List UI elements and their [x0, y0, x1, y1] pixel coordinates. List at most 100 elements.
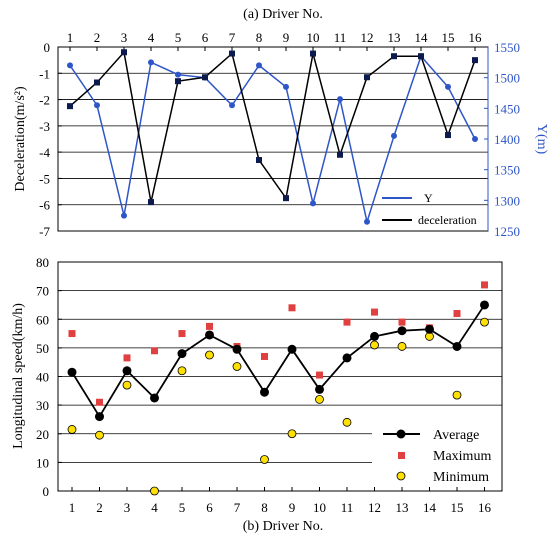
chart-b-point-maximum [453, 310, 461, 318]
chart-b-y-tick-label: 50 [36, 341, 49, 356]
chart-b-point-minimum [260, 455, 269, 464]
chart-a-point-deceleration [472, 57, 478, 64]
chart-b-point-minimum [397, 342, 407, 351]
chart-a: (a) Driver No. 1 2 3 4 5 6 7 8 9 10 11 12 13 14 15 16 0… [13, 7, 549, 239]
legend-minimum-marker [396, 471, 406, 481]
chart-a-x-tick-label: 13 [388, 30, 401, 45]
chart-b-x-tick-label: 11 [341, 500, 354, 515]
chart-b-x-tick-label: 15 [451, 500, 464, 515]
chart-b-x-tick-label: 6 [206, 500, 213, 515]
chart-a-point-y [94, 102, 100, 109]
chart-a-right-tick-label: 1550 [494, 40, 520, 55]
chart-b-y-tick-label: 30 [36, 398, 49, 413]
chart-a-title: (a) Driver No. [243, 7, 323, 22]
chart-a-x-tick-label: 5 [175, 30, 182, 45]
chart-b-x-tick-label: 7 [234, 500, 241, 515]
chart-a-series-line-deceleration [69, 50, 476, 203]
chart-b-point-maximum [398, 318, 406, 326]
chart-a-point-y [283, 83, 289, 90]
legend-y-label: Y [424, 191, 433, 205]
chart-a-point-deceleration [121, 49, 127, 56]
chart-b-y-ticks: 0 10 20 30 40 50 60 70 80 [36, 255, 62, 499]
chart-b-average-line [71, 304, 486, 419]
chart-a-point-deceleration [445, 132, 451, 139]
chart-a-point-deceleration [391, 53, 397, 60]
chart-b-x-tick-label: 9 [289, 500, 296, 515]
chart-b-point-average [260, 387, 269, 397]
chart-b-y-tick-label: 20 [36, 427, 49, 442]
chart-b-point-minimum [205, 350, 214, 360]
chart-b-x-ticks: 1 2 3 4 5 6 7 8 9 10 11 12 13 14 15 16 [69, 487, 492, 515]
chart-a-point-y [67, 62, 73, 69]
chart-b-point-average [480, 300, 489, 310]
chart-b-point-minimum [177, 366, 187, 376]
chart-b-point-minimum [232, 362, 242, 371]
chart-a-left-tick-label: -4 [39, 145, 50, 160]
chart-b-x-tick-label: 10 [313, 500, 326, 515]
chart-a-x-tick-label: 2 [94, 30, 101, 45]
chart-b-y-tick-label: 70 [36, 284, 49, 299]
chart-b-point-maximum [371, 308, 378, 316]
chart-b-point-maximum [178, 330, 186, 338]
chart-a-point-deceleration [418, 53, 424, 60]
chart-a-left-tick-label: 0 [44, 40, 51, 55]
chart-b-y-tick-label: 0 [43, 484, 50, 499]
chart-a-right-tick-label: 1400 [494, 132, 520, 147]
chart-a-x-tick-label: 3 [121, 30, 128, 45]
chart-a-right-axis-label: Y(m) [534, 124, 549, 155]
chart-b-point-average [95, 412, 104, 422]
legend-maximum-label: Maximum [433, 449, 491, 464]
chart-a-point-y [310, 200, 316, 207]
chart-b-x-tick-label: 13 [396, 500, 409, 515]
chart-a-point-deceleration [175, 78, 181, 85]
chart-b-point-average [287, 344, 297, 354]
chart-a-point-y [364, 218, 370, 225]
chart-a-point-deceleration [229, 50, 235, 57]
chart-a-left-tick-label: -1 [39, 66, 50, 81]
chart-b-point-maximum [68, 330, 76, 338]
chart-b-point-maximum [261, 352, 268, 360]
chart-b-series [67, 281, 489, 496]
chart-b-x-tick-label: 4 [151, 500, 158, 515]
chart-a-point-y [121, 212, 127, 219]
chart-a-left-tick-label: -7 [39, 224, 50, 239]
chart-b-x-tick-label: 5 [179, 500, 186, 515]
chart-a-point-y [175, 71, 181, 78]
chart-a-right-tick-label: 1350 [494, 163, 520, 178]
chart-b-point-average [177, 349, 187, 359]
chart-b-point-average [397, 326, 407, 336]
chart-a-grid [58, 72, 488, 206]
chart-b-point-average [342, 353, 352, 363]
chart-a-x-tick-label: 15 [442, 30, 455, 45]
chart-b-point-minimum [370, 340, 379, 350]
chart-b-x-tick-label: 16 [478, 500, 492, 515]
chart-b-point-maximum [206, 322, 213, 330]
chart-a-right-tick-label: 1300 [494, 193, 520, 208]
chart-b-point-average [150, 393, 159, 403]
chart-b-x-axis-label: (b) Driver No. [243, 519, 323, 534]
chart-a-point-deceleration [337, 151, 343, 158]
chart-b-y-tick-label: 80 [36, 255, 49, 270]
chart-a-x-tick-label: 16 [469, 30, 483, 45]
chart-a-point-deceleration [364, 74, 370, 81]
chart-b-point-maximum [123, 354, 131, 362]
chart-b-point-maximum [316, 371, 323, 379]
chart-a-x-tick-label: 12 [361, 30, 374, 45]
chart-b-x-tick-label: 1 [69, 500, 76, 515]
chart-a-x-tick-label: 7 [229, 30, 236, 45]
chart-b-point-maximum [481, 281, 488, 289]
legend-maximum-marker [398, 452, 405, 459]
chart-b-x-tick-label: 8 [261, 500, 268, 515]
chart-a-point-deceleration [148, 199, 154, 206]
chart-b-y-tick-label: 10 [36, 455, 49, 470]
chart-a-right-tick-label: 1500 [494, 71, 520, 86]
chart-b-x-tick-label: 2 [96, 500, 103, 515]
chart-a-x-tick-label: 14 [415, 30, 429, 45]
legend-average-label: Average [433, 428, 479, 443]
chart-b-point-minimum [315, 394, 324, 404]
chart-b-point-minimum [480, 317, 489, 327]
chart-a-point-y [472, 136, 478, 142]
chart-a-point-y [445, 83, 451, 90]
chart-b-plot-frame [57, 261, 503, 492]
